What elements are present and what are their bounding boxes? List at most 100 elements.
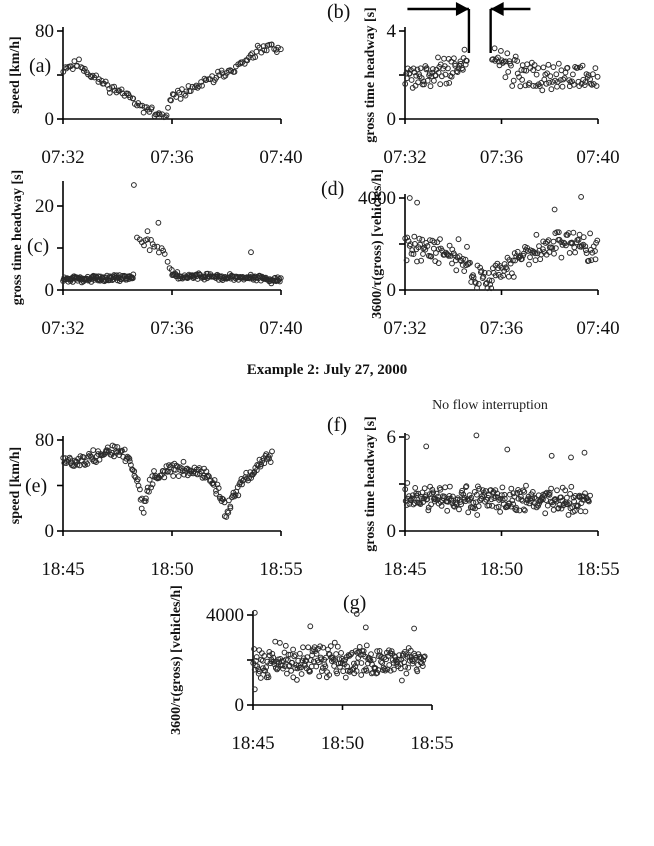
data-point [553,498,560,505]
data-point [562,487,569,494]
data-point [416,235,423,242]
data-point [540,64,547,71]
data-point [409,495,415,502]
data-point [305,644,312,651]
data-point [151,243,158,250]
data-point [531,494,538,501]
data-point [492,272,499,279]
data-point [593,83,600,89]
data-point [356,644,363,650]
data-point [444,507,451,514]
data-point [461,268,468,275]
data-point [327,643,334,649]
y-tick-label: 0 [45,280,55,301]
data-point [533,71,540,78]
data-point [353,611,360,617]
data-point [423,240,430,246]
data-point [567,491,573,497]
data-point [510,490,517,497]
data-point [532,257,539,264]
data-point [427,83,434,90]
data-point [460,66,466,73]
data-point [551,206,558,213]
data-point [457,58,464,65]
data-point [582,508,589,515]
y-tick-label: 0 [387,521,397,542]
y-axis-label: speed [km/h] [8,447,23,524]
data-point [144,236,151,243]
data-point [205,472,211,479]
data-point [501,261,508,267]
data-point [454,69,461,75]
data-point [137,102,143,109]
data-point [420,251,426,257]
data-point [511,250,518,257]
data-point [424,496,431,502]
data-point [334,643,341,650]
data-point [561,75,568,81]
data-point [574,64,581,71]
data-point [170,473,177,479]
data-point [222,72,229,79]
data-point [256,647,263,653]
data-point [403,257,410,264]
data-point [570,71,576,78]
data-point [258,461,265,468]
data-point [568,483,575,490]
data-point [274,666,280,673]
data-point [141,242,147,249]
data-point [215,277,222,283]
data-point [266,455,272,462]
data-point [502,58,509,65]
data-point [163,463,170,470]
data-point [199,82,205,89]
data-point [88,74,95,81]
data-point [445,65,451,72]
data-point [285,651,292,658]
data-point [261,276,268,282]
data-point [460,256,466,262]
data-point [412,485,419,491]
data-point [164,258,171,265]
data-point [475,503,482,510]
data-point [121,446,128,453]
data-point [111,83,117,90]
data-point [586,498,592,505]
data-point [155,219,162,226]
data-point [163,112,170,119]
x-tick-label: 18:45 [383,559,426,580]
data-point [340,668,347,675]
data-point [409,657,415,663]
data-point [268,41,275,48]
data-point [460,491,467,498]
data-point [231,68,238,75]
data-point [326,651,333,658]
data-point [517,83,524,90]
data-point [130,271,137,278]
data-point [294,677,300,683]
data-point [266,41,273,48]
data-point [574,503,581,510]
data-point [461,46,468,53]
data-point [76,56,82,63]
data-point [411,233,418,240]
data-point [84,461,91,467]
data-point [520,487,526,494]
data-point [581,82,588,88]
data-point [449,260,455,267]
data-point [504,266,510,273]
data-point [362,624,369,631]
data-point [226,497,232,504]
data-point [558,494,564,501]
y-tick-label: 0 [387,280,397,301]
data-point [424,243,431,249]
data-point [333,651,340,657]
data-point [447,483,453,490]
y-tick-label: 4000 [358,188,396,209]
data-point [248,249,254,256]
data-point [449,493,456,500]
data-point [277,640,283,646]
data-point [180,458,187,465]
data-point [374,669,381,676]
data-point [467,496,473,502]
